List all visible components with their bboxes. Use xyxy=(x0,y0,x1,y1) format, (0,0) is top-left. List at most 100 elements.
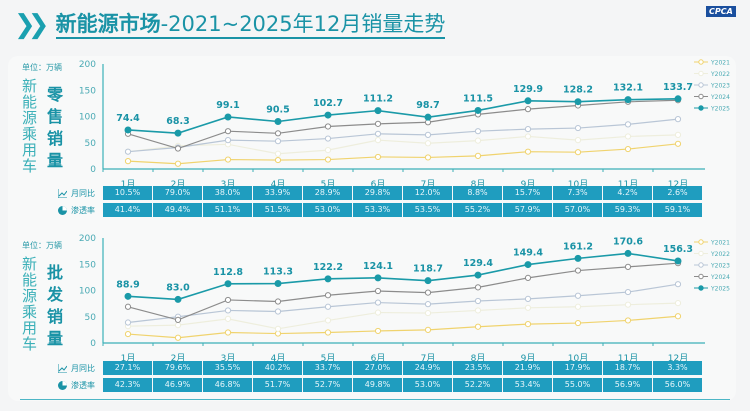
row-label-penetration: 渗透率 xyxy=(58,205,95,216)
data-point-Y2021 xyxy=(624,145,632,153)
data-point-Y2021 xyxy=(224,156,232,163)
data-point-Y2022 xyxy=(274,150,282,157)
data-point-Y2024 xyxy=(124,303,132,310)
data-point-Y2024 xyxy=(424,289,432,296)
series-line-Y2024 xyxy=(127,262,679,321)
data-point-Y2024 xyxy=(324,292,332,299)
legend-marker-Y2024 xyxy=(698,273,704,280)
title-bold: 新能源市场 xyxy=(55,12,161,36)
table-cell-yoy: 35.5% xyxy=(203,361,252,375)
x-tick-label: 4月 xyxy=(271,353,286,364)
data-point-Y2021 xyxy=(374,327,382,335)
legend-marker-Y2023 xyxy=(698,82,704,88)
data-label: 132.1 xyxy=(613,83,643,94)
data-point-Y2025 xyxy=(324,275,332,283)
series-line-Y2024 xyxy=(127,99,679,150)
data-point-Y2023 xyxy=(274,308,282,315)
x-tick-label: 1月 xyxy=(121,179,136,190)
data-label: 156.3 xyxy=(663,244,693,255)
legend-marker-Y2022 xyxy=(698,70,704,77)
row-label-text: 渗透率 xyxy=(71,381,95,390)
line-chart-icon xyxy=(57,364,68,374)
legend-label-Y2025: Y2025 xyxy=(710,286,730,293)
data-point-Y2022 xyxy=(674,131,682,138)
data-point-Y2024 xyxy=(324,123,332,130)
data-point-Y2023 xyxy=(374,299,382,306)
x-tick-label: 7月 xyxy=(421,179,436,190)
side-label-retail: 新能源乘用车 xyxy=(20,78,38,174)
data-point-Y2023 xyxy=(374,130,382,137)
data-point-Y2025 xyxy=(174,295,182,303)
data-point-Y2023 xyxy=(674,116,682,123)
legend-marker-Y2025 xyxy=(698,285,704,291)
data-point-Y2025 xyxy=(374,107,382,115)
data-label: 122.2 xyxy=(313,262,343,273)
data-point-Y2025 xyxy=(274,280,282,288)
table-cell-penetration: 42.3% xyxy=(103,378,152,392)
data-point-Y2025 xyxy=(674,95,682,103)
data-point-Y2023 xyxy=(424,131,432,138)
series-line-Y2023 xyxy=(127,283,679,324)
chart-0: 0 50 100 150 200 1月 2月 3月 4月 5月 6月 7月 8月 9月 10月 11月 12月 Y… xyxy=(79,59,730,190)
legend-marker-Y2022 xyxy=(698,250,704,257)
data-point-Y2022 xyxy=(474,307,482,314)
table-cell-yoy: 18.7% xyxy=(603,361,652,375)
table-cell-yoy: 79.0% xyxy=(153,186,202,200)
data-point-Y2022 xyxy=(574,137,582,144)
table-cell-yoy: 33.9% xyxy=(253,186,302,200)
data-point-Y2021 xyxy=(574,149,582,156)
legend-marker-Y2021 xyxy=(698,59,704,65)
pie-chart-icon xyxy=(58,381,67,390)
row-label-yoy: 月同比 xyxy=(57,188,95,199)
x-tick-label: 5月 xyxy=(321,353,336,364)
series-line-Y2025 xyxy=(127,252,679,301)
y-tick-label: 100 xyxy=(79,113,96,123)
x-tick-label: 2月 xyxy=(171,179,186,190)
data-label: 129.9 xyxy=(513,84,543,95)
data-point-Y2021 xyxy=(424,154,432,161)
x-tick-label: 7月 xyxy=(421,353,436,364)
data-point-Y2024 xyxy=(524,106,532,113)
data-label: 124.1 xyxy=(363,261,393,272)
legend-label-Y2024: Y2024 xyxy=(710,94,730,101)
data-point-Y2021 xyxy=(624,317,632,324)
table-cell-yoy: 28.9% xyxy=(303,186,352,200)
legend-label-Y2024: Y2024 xyxy=(710,274,730,281)
data-point-Y2023 xyxy=(224,307,232,314)
data-label: 68.3 xyxy=(166,116,189,127)
table-cell-penetration: 51.1% xyxy=(203,203,252,217)
data-point-Y2025 xyxy=(574,98,582,106)
row-label-text: 月同比 xyxy=(71,189,95,198)
data-point-Y2025 xyxy=(624,249,632,257)
data-label: 133.7 xyxy=(663,82,693,93)
data-label: 128.2 xyxy=(563,85,593,96)
table-cell-yoy: 7.3% xyxy=(553,186,602,200)
table-cell-penetration: 49.4% xyxy=(153,203,202,217)
line-chart-icon xyxy=(57,189,68,199)
table-cell-yoy: 40.2% xyxy=(253,361,302,375)
legend-marker-Y2024 xyxy=(698,93,704,100)
series-line-Y2022 xyxy=(127,302,679,330)
data-point-Y2025 xyxy=(524,261,532,269)
data-point-Y2023 xyxy=(474,128,482,135)
data-point-Y2021 xyxy=(174,160,182,167)
y-tick-label: 150 xyxy=(79,86,96,96)
table-cell-penetration: 49.8% xyxy=(353,378,402,392)
table-cell-penetration: 56.9% xyxy=(603,378,652,392)
series-line-Y2021 xyxy=(127,143,679,165)
data-point-Y2022 xyxy=(624,301,632,308)
data-label: 129.4 xyxy=(463,258,493,269)
data-point-Y2021 xyxy=(224,329,232,336)
table-cell-penetration: 59.3% xyxy=(603,203,652,217)
series-line-Y2022 xyxy=(127,134,679,155)
table-cell-penetration: 56.0% xyxy=(653,378,702,392)
y-tick-label: 0 xyxy=(90,339,96,349)
data-point-Y2021 xyxy=(574,319,582,327)
x-tick-label: 6月 xyxy=(371,179,386,190)
data-point-Y2023 xyxy=(624,288,632,296)
data-point-Y2022 xyxy=(424,140,432,147)
table-cell-yoy: 4.2% xyxy=(603,186,652,200)
data-point-Y2023 xyxy=(574,292,582,299)
data-point-Y2023 xyxy=(324,135,332,142)
table-cell-yoy: 27.0% xyxy=(353,361,402,375)
